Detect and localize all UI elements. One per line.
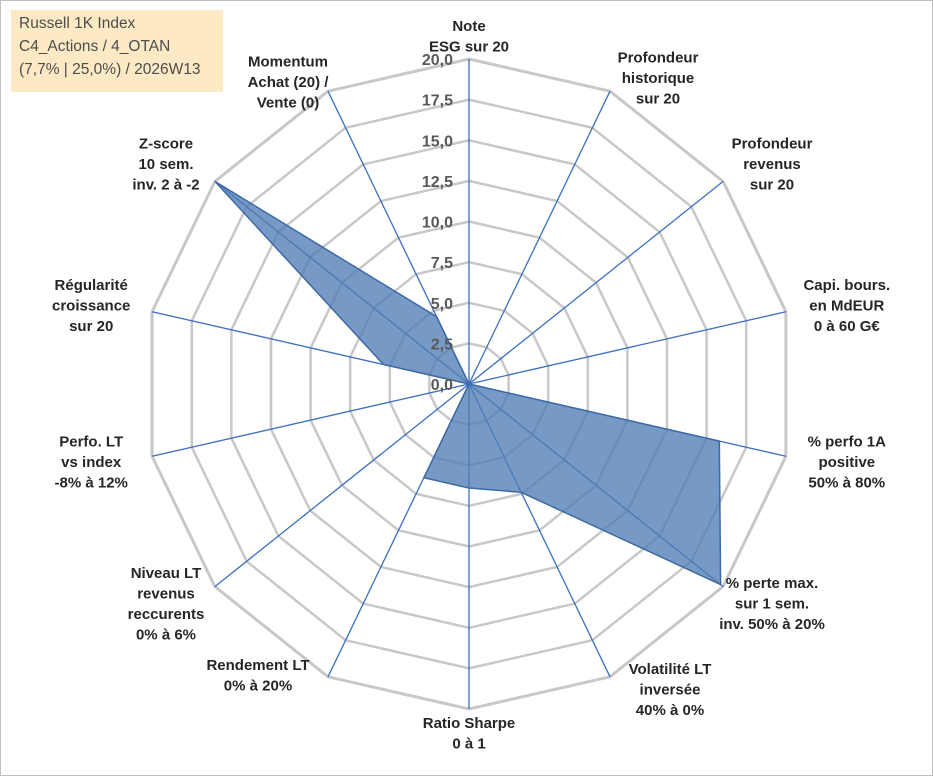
series-area: [214, 180, 722, 586]
tick-label: 10,0: [422, 215, 453, 232]
axis-label: Rendement LT 0% à 20%: [206, 657, 309, 695]
axis-label-line: sur 20: [636, 91, 680, 108]
tick-label: 17,5: [422, 93, 453, 110]
axis-label-line: vs index: [61, 454, 122, 471]
axis-spoke: [151, 383, 470, 457]
axis-label-line: inv. 2 à -2: [132, 177, 199, 194]
axis-label: Z-score 10 sem. inv. 2 à -2: [132, 136, 199, 194]
axis-label-line: % perte max.: [726, 575, 819, 592]
axis-label-line: Profondeur: [732, 136, 813, 153]
info-weights-week: (7,7% | 25,0%) / 2026W13: [19, 61, 201, 78]
axis-label-line: ESG sur 20: [429, 39, 509, 56]
axis-label: Capi. bours. en MdEUR 0 à 60 G€: [803, 277, 890, 335]
axis-label: Niveau LT revenus reccurents 0% à 6%: [128, 565, 205, 644]
axis-label-line: 10 sem.: [138, 156, 193, 173]
tick-label: 5,0: [431, 296, 453, 313]
axis-label-line: Capi. bours.: [803, 277, 890, 294]
axis-label: Régularité croissance sur 20: [52, 277, 130, 335]
axis-label: Ratio Sharpe 0 à 1: [423, 715, 516, 753]
axis-label-line: reccurents: [128, 606, 205, 623]
axis-label-line: % perfo 1A: [808, 434, 887, 451]
axis-label-line: sur 1 sem.: [735, 596, 809, 613]
info-index-name: Russell 1K Index: [19, 15, 136, 32]
axis-label-line: sur 20: [69, 318, 113, 335]
axis-spoke: [468, 90, 611, 385]
axis-label-line: Achat (20) /: [248, 74, 330, 91]
axis-label-line: Niveau LT: [131, 565, 202, 582]
axis-label-line: Z-score: [139, 136, 193, 153]
tick-label: 15,0: [422, 133, 453, 150]
axis-spoke: [214, 383, 470, 588]
tick-label: 12,5: [422, 174, 453, 191]
axis-label-line: sur 20: [750, 177, 794, 194]
axis-label: Note ESG sur 20: [429, 18, 509, 56]
axis-label-line: Momentum: [248, 54, 328, 71]
axis-label-line: -8% à 12%: [55, 475, 128, 492]
axis-label-line: Régularité: [55, 277, 128, 294]
axis-label: Profondeur revenus sur 20: [732, 136, 813, 194]
axis-label-line: Vente (0): [257, 95, 320, 112]
tick-label: 7,5: [431, 255, 453, 272]
axis-label-line: revenus: [743, 156, 801, 173]
axis-spoke: [468, 180, 724, 385]
axis-label: Momentum Achat (20) / Vente (0): [248, 54, 330, 112]
axis-label-line: inv. 50% à 20%: [719, 616, 825, 633]
axis-label-line: Profondeur: [618, 50, 699, 67]
axis-label-line: Ratio Sharpe: [423, 715, 516, 732]
tick-label: 2,5: [431, 336, 453, 353]
axis-label-line: 0% à 6%: [136, 626, 196, 643]
axis-label-line: positive: [818, 454, 875, 471]
axis-label-line: Volatilité LT: [629, 661, 712, 678]
axis-label-line: Perfo. LT: [59, 434, 123, 451]
axis-label-line: revenus: [137, 585, 195, 602]
tick-label: 20,0: [422, 52, 453, 69]
axis-label-line: croissance: [52, 297, 130, 314]
axis-label: Profondeur historique sur 20: [618, 50, 699, 108]
info-category: C4_Actions / 4_OTAN: [19, 38, 171, 55]
info-box: Russell 1K Index C4_Actions / 4_OTAN (7,…: [11, 10, 223, 92]
axis-label: % perfo 1A positive 50% à 80%: [808, 434, 887, 492]
axis-label-line: 50% à 80%: [808, 475, 885, 492]
axis-label-line: en MdEUR: [809, 297, 884, 314]
axis-label-line: 0 à 1: [452, 736, 485, 753]
axis-label: Volatilité LT inversée 40% à 0%: [629, 661, 712, 719]
axis-label: Perfo. LT vs index -8% à 12%: [55, 434, 128, 492]
axis-label-line: 0% à 20%: [224, 677, 292, 694]
axis-label-line: historique: [622, 70, 695, 87]
axis-spoke: [468, 311, 787, 385]
axis-label-line: 0 à 60 G€: [814, 318, 881, 335]
axis-label-line: 40% à 0%: [636, 702, 704, 719]
axis-label-line: Note: [452, 18, 485, 35]
axis-label-line: Rendement LT: [206, 657, 309, 674]
tick-label: 0,0: [431, 377, 453, 394]
axis-label-line: inversée: [640, 681, 701, 698]
axis-label: % perte max. sur 1 sem. inv. 50% à 20%: [719, 575, 825, 633]
